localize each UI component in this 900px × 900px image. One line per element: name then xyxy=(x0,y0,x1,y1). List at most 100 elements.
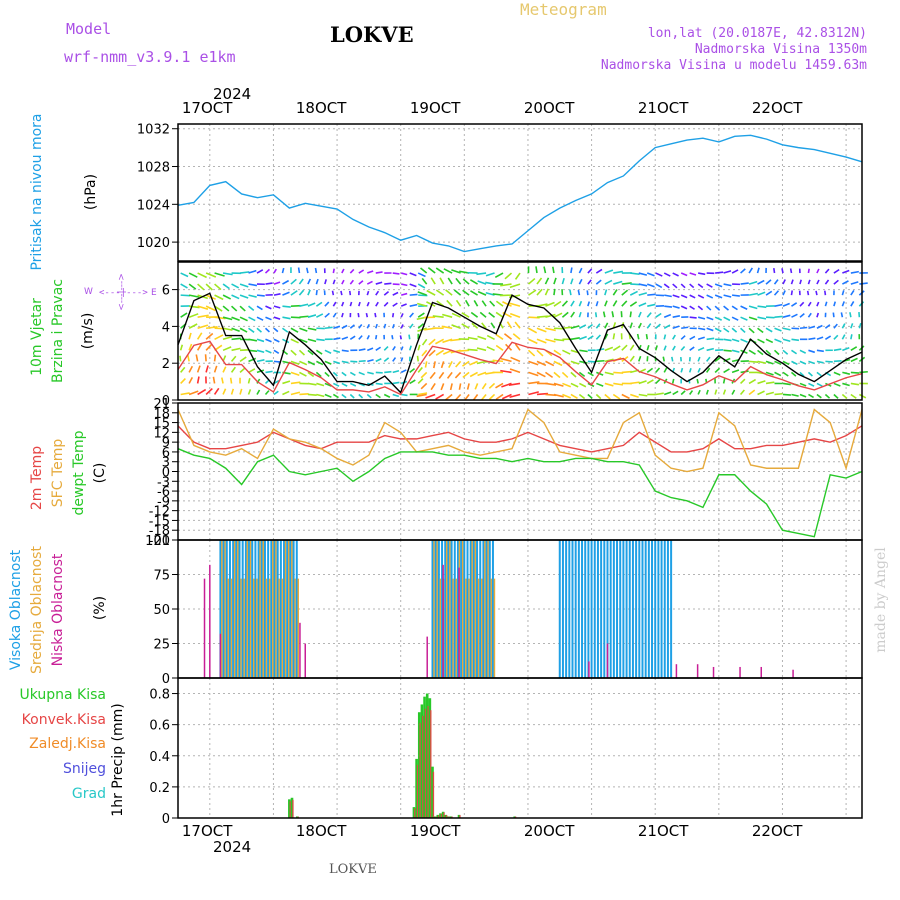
wind-arrow xyxy=(180,294,191,297)
date-label-top: 17OCT xyxy=(182,99,233,117)
y-tick-label: -21 xyxy=(149,534,170,549)
wind-arrow xyxy=(383,357,390,362)
panel-frame-wind xyxy=(177,261,863,401)
wind-arrow xyxy=(367,358,374,363)
wind-arrow xyxy=(799,371,805,377)
wind-arrow xyxy=(506,321,513,329)
wind-arrow xyxy=(358,323,363,329)
wind-arrow xyxy=(428,349,436,357)
wind-arrow xyxy=(638,355,642,362)
wind-arrow xyxy=(490,322,496,329)
wind-arrow xyxy=(723,349,732,352)
y-tick-label: 50 xyxy=(153,603,170,618)
footer-title: LOKVE xyxy=(329,862,377,877)
wind-arrow xyxy=(774,315,783,318)
wind-arrow xyxy=(731,389,736,395)
wind-arrow xyxy=(723,270,732,274)
wind-arrow xyxy=(454,371,462,379)
wind-arrow xyxy=(833,382,841,387)
wind-arrow xyxy=(421,277,428,285)
page-title: LOKVE xyxy=(330,22,414,47)
wind-arrow xyxy=(333,337,341,341)
lonlat-label: lon,lat (20.0187E, 42.8312N) xyxy=(647,26,867,41)
wind-arrow xyxy=(663,334,667,340)
wind-arrow xyxy=(604,322,609,329)
wind-arrow xyxy=(748,267,754,274)
wind-arrow xyxy=(341,301,345,307)
precip-bar-total xyxy=(420,704,424,818)
wind-arrow xyxy=(594,312,598,318)
precip-bar-conv xyxy=(446,815,448,818)
wind-arrow xyxy=(808,349,816,354)
wind-arrow xyxy=(477,371,487,377)
wind-arrow xyxy=(341,336,349,341)
wind-arrow xyxy=(213,365,218,373)
wind-arrow xyxy=(454,393,462,401)
wind-arrow xyxy=(273,338,280,343)
wind-speed-line xyxy=(177,292,863,394)
wind-arrow xyxy=(256,338,265,343)
wind-arrow xyxy=(807,279,811,285)
wind-arrow xyxy=(307,393,317,397)
wind-arrow xyxy=(445,393,453,401)
wind-arrow xyxy=(432,361,436,369)
precip-bar-total xyxy=(288,799,291,818)
wind-arrow xyxy=(409,303,418,307)
wind-arrow xyxy=(212,376,216,384)
wind-arrow xyxy=(629,344,635,351)
wind-arrow xyxy=(561,277,565,285)
wind-arrow xyxy=(748,389,756,396)
wind-arrow xyxy=(265,370,273,374)
wind-arrow xyxy=(273,390,279,396)
precip-bar-total xyxy=(433,816,437,818)
precip-bar-conv xyxy=(414,808,416,818)
wind-arrow xyxy=(536,360,547,367)
wind-arrow xyxy=(179,355,182,362)
wind-arrow xyxy=(774,360,782,366)
wind-arrow xyxy=(773,290,780,296)
wind-arrow xyxy=(823,290,827,296)
wind-arrow xyxy=(757,349,764,356)
wind-arrow xyxy=(314,267,318,274)
wind-arrow xyxy=(535,266,538,274)
wind-arrow xyxy=(536,303,548,307)
wind-arrow xyxy=(495,333,504,340)
wind-arrow xyxy=(273,349,280,354)
wind-arrow xyxy=(290,381,301,385)
wind-arrow xyxy=(722,378,726,384)
wind-arrow xyxy=(196,365,201,373)
wind-arrow xyxy=(324,371,330,377)
wind-arrow xyxy=(850,290,855,296)
wind-arrow xyxy=(596,359,605,363)
wind-arrow xyxy=(401,292,408,296)
wind-arrow xyxy=(850,281,859,285)
wind-arrow xyxy=(367,270,374,274)
wind-arrow xyxy=(808,393,814,399)
wind-arrow xyxy=(698,327,706,331)
wind-arrow xyxy=(239,294,249,299)
wind-compass-e: E xyxy=(151,288,157,298)
wind-arrow xyxy=(432,315,444,318)
wind-arrow xyxy=(299,360,308,366)
wind-arrow xyxy=(748,378,757,385)
y-tick-label: -6 xyxy=(157,485,170,500)
wind-arrow xyxy=(509,368,521,374)
wind-arrow xyxy=(561,371,569,379)
wind-arrow xyxy=(816,301,820,307)
y-tick-label: 25 xyxy=(153,638,170,653)
tick-labels: 17OCT 17OCT 18OCT 18OCT 19OCT 19OCT 20OCT 20OCT… xyxy=(137,99,803,840)
wind-arrow xyxy=(459,270,470,274)
wind-arrow xyxy=(514,343,521,351)
precip-bar-conv xyxy=(430,710,432,818)
wind-arrow xyxy=(611,311,615,318)
precip-bar-total xyxy=(447,816,450,818)
precip-legend-total: Ukupna Kisa xyxy=(19,687,106,703)
wind-arrow xyxy=(731,269,739,274)
wind-arrow xyxy=(180,392,190,396)
wind-arrow xyxy=(570,371,577,378)
wind-arrow xyxy=(833,360,842,363)
precip-bar-total xyxy=(415,758,418,818)
wind-arrow xyxy=(264,268,270,274)
wind-arrow xyxy=(273,281,281,285)
wind-arrow xyxy=(706,305,712,311)
